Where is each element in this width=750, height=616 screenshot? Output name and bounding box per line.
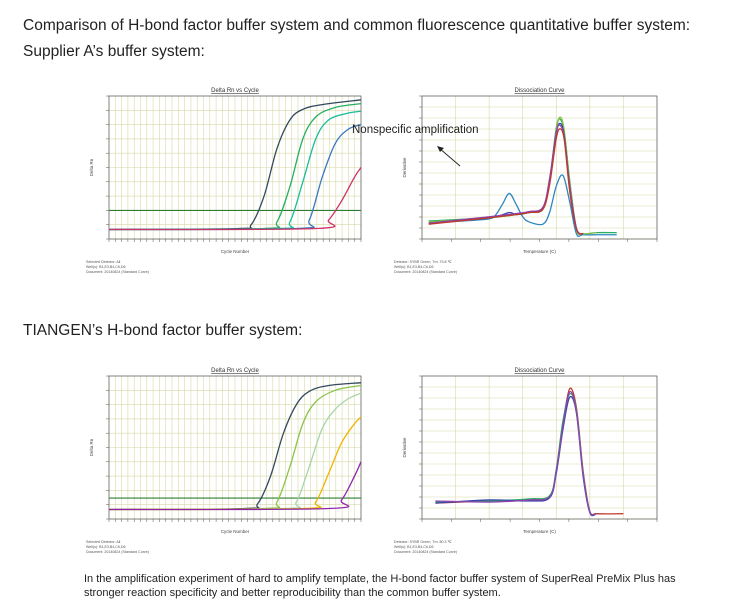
page-heading: Comparison of H-bond factor buffer syste… (23, 17, 691, 34)
chart-footnote: Detector: SYBR Green, Tm: 80.3 ℃ (394, 540, 452, 544)
y-axis-label: Derivative (402, 437, 407, 458)
x-axis-label: Cycle Number (221, 529, 250, 534)
chart-footnote: Well(s): B1,E3,B4,C6,D6 (86, 265, 125, 269)
x-axis-label: Temperature (C) (523, 529, 556, 534)
x-axis-label: Temperature (C) (523, 249, 556, 254)
chart-footnote: Selected Detector: All (86, 260, 121, 264)
section-a-title: Supplier A’s buffer system: (23, 43, 205, 60)
plot-frame (421, 95, 658, 240)
chart-title: Delta Rn vs Cycle (211, 368, 259, 374)
chart-footnote: Document: 20140824 (Standard Curve) (86, 550, 149, 554)
series-line (435, 387, 624, 516)
chart-title: Dissociation Curve (514, 368, 565, 374)
series-line (108, 461, 362, 511)
supplier-a-amplification-chart: Delta Rn vs Cycle Cycle Number Delta Rn Sel… (86, 88, 362, 274)
x-axis-label: Cycle Number (221, 249, 250, 254)
caption: In the amplification experiment of hard … (84, 573, 676, 599)
chart-footnote: Document: 20140824 (Standard Curve) (394, 550, 457, 554)
y-axis-label: Delta Rn (89, 438, 94, 456)
series-line (435, 390, 597, 516)
annotation-arrow (438, 147, 461, 167)
series-line (428, 174, 617, 238)
y-axis-label: Delta Rn (89, 158, 94, 176)
chart-title: Dissociation Curve (514, 88, 565, 94)
chart-footnote: Detector: SYBR Green, Tm: 79.8 ℃ (394, 260, 452, 264)
section-b-title: TIANGEN’s H-bond factor buffer system: (23, 322, 303, 339)
series-line (435, 395, 597, 517)
chart-footnote: Document: 20140824 (Standard Curve) (86, 270, 149, 274)
chart-footnote: Selected Detector: All (86, 540, 121, 544)
y-axis-label: Derivative (402, 157, 407, 178)
series-line (428, 124, 584, 235)
arrow-head-icon (437, 146, 444, 152)
chart-footnote: Well(s): B1,E3,B4,C6,D6 (394, 545, 433, 549)
chart-footnote: Well(s): B1,E3,B4,C6,D6 (394, 265, 433, 269)
series-line (108, 167, 362, 231)
nonspecific-annotation: Nonspecific amplification (352, 124, 479, 136)
chart-footnote: Well(s): B1,E3,B4,C6,D6 (86, 545, 125, 549)
chart-footnote: Document: 20140824 (Standard Curve) (394, 270, 457, 274)
plot-frame (421, 375, 658, 520)
series-line (428, 128, 584, 235)
chart-title: Delta Rn vs Cycle (211, 88, 259, 94)
tiangen-amplification-chart: Delta Rn vs Cycle Cycle Number Delta Rn Sel… (86, 368, 362, 554)
tiangen-dissociation-chart: Dissociation Curve Temperature (C) Derivat… (394, 368, 658, 554)
supplier-a-dissociation-chart: Dissociation Curve Temperature (C) Derivat… (352, 88, 658, 274)
